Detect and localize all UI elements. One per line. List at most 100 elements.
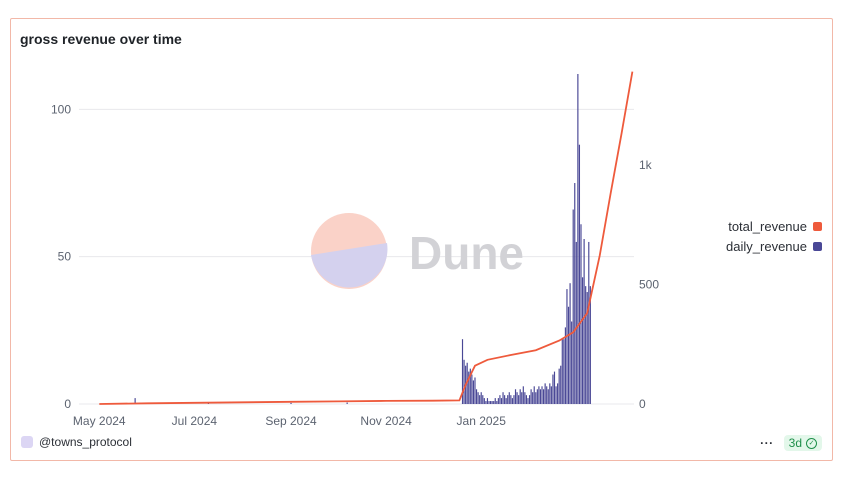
daily-revenue-bar [518, 395, 520, 404]
daily-revenue-bar [571, 321, 573, 404]
daily-revenue-bar [586, 292, 588, 404]
daily-revenue-bar [469, 368, 471, 404]
daily-revenue-bar [528, 395, 531, 404]
x-tick-label: Jul 2024 [172, 414, 218, 428]
daily-revenue-bar [480, 392, 482, 404]
daily-revenue-bar [552, 374, 554, 404]
daily-revenue-bar [539, 389, 542, 404]
legend-item-daily-revenue[interactable]: daily_revenue [726, 236, 822, 256]
daily-revenue-bar [474, 377, 476, 404]
daily-revenue-bar [553, 371, 556, 404]
daily-revenue-bar [580, 224, 582, 404]
check-circle-icon: ✓ [806, 437, 817, 449]
author-handle: @towns_protocol [39, 435, 132, 449]
daily-revenue-bar [502, 392, 504, 404]
daily-revenue-bar [547, 389, 549, 404]
y-left-tick-label: 0 [64, 397, 71, 411]
daily-revenue-bar [577, 74, 579, 404]
daily-revenue-bar [560, 365, 562, 404]
daily-revenue-bar [493, 401, 495, 404]
daily-revenue-bar [588, 241, 590, 404]
daily-revenue-bar [489, 401, 492, 404]
daily-revenue-bar [535, 392, 537, 404]
daily-revenue-bar [561, 339, 563, 404]
daily-revenue-bar [557, 383, 559, 404]
x-tick-label: May 2024 [73, 414, 126, 428]
daily-revenue-bar [530, 389, 532, 404]
daily-revenue-bar [472, 380, 475, 404]
daily-revenue-bar [574, 183, 576, 404]
daily-revenue-bar [575, 241, 577, 404]
daily-revenue-bar [468, 371, 470, 404]
watermark: Dune [311, 213, 524, 289]
daily-revenue-bar [546, 386, 548, 404]
refresh-age: 3d [788, 436, 802, 450]
x-tick-label: Sep 2024 [265, 414, 317, 428]
daily-revenue-bar [589, 286, 591, 404]
daily-revenue-bar [564, 327, 566, 404]
total-revenue-line [99, 71, 634, 405]
daily-revenue-bar [463, 359, 465, 404]
daily-revenue-bar [483, 398, 485, 404]
daily-revenue-bar [567, 306, 570, 404]
legend: total_revenue daily_revenue [726, 216, 822, 256]
daily-revenue-bar [505, 398, 507, 404]
daily-revenue-bar [479, 395, 481, 404]
daily-revenue-bar [519, 389, 521, 404]
daily-revenue-bar [542, 389, 545, 404]
daily-revenue-bar [494, 398, 496, 404]
daily-revenue-bar [477, 392, 479, 404]
daily-revenue-bar [491, 401, 493, 404]
y-right-tick-label: 0 [639, 397, 646, 411]
legend-label-daily-revenue: daily_revenue [726, 238, 807, 254]
legend-swatch-daily-revenue [813, 241, 822, 251]
daily-revenue-bar [532, 392, 534, 404]
daily-revenue-bar [533, 386, 535, 404]
legend-swatch-total-revenue [813, 221, 822, 231]
chart-title: gross revenue over time [20, 31, 182, 47]
chart-svg: Dune May 2024 Jul 2024 Sep 2024 Nov 2024 Jan… [51, 71, 659, 428]
y-left-tick-label: 100 [51, 102, 71, 116]
daily-revenue-bar [485, 401, 487, 404]
daily-revenue-bar [504, 395, 506, 404]
daily-revenue-bar [511, 398, 513, 404]
watermark-text: Dune [409, 227, 524, 279]
x-tick-label: Nov 2024 [360, 414, 412, 428]
chart-card: gross revenue over time Dune May 2024 Jul… [10, 18, 833, 461]
daily-revenue-bar [482, 395, 484, 404]
footer-actions: ··· 3d ✓ [760, 435, 822, 451]
daily-revenue-bar [290, 402, 292, 404]
daily-revenue-bar [558, 368, 560, 404]
legend-label-total-revenue: total_revenue [728, 218, 807, 234]
daily-revenue-bar [522, 386, 524, 404]
author-link[interactable]: @towns_protocol [21, 435, 132, 449]
daily-revenue-bar [566, 289, 568, 404]
daily-revenue-bar [475, 389, 478, 404]
daily-revenue-bar [513, 395, 515, 404]
daily-revenue-bar [461, 339, 464, 404]
axis-ticks: May 2024 Jul 2024 Sep 2024 Nov 2024 Jan 2025… [51, 102, 659, 428]
daily-revenue-bar [488, 401, 490, 404]
daily-revenue-bar [563, 339, 565, 404]
daily-revenue-bar [583, 239, 585, 404]
daily-revenue-bar [346, 402, 348, 404]
daily-revenue-bar [572, 209, 574, 404]
daily-revenue-bar [134, 398, 136, 404]
daily-revenue-bar [544, 383, 546, 404]
daily-revenue-bar [514, 389, 517, 404]
daily-revenue-bar [541, 386, 543, 404]
daily-revenue-bar [549, 383, 551, 404]
daily-revenue-bar [569, 283, 571, 404]
daily-revenue-bar [516, 392, 518, 404]
x-tick-label: Jan 2025 [457, 414, 507, 428]
daily-revenue-bar [500, 398, 503, 404]
daily-revenue-bar [550, 386, 552, 404]
more-options-button[interactable]: ··· [760, 436, 774, 450]
y-right-tick-label: 500 [639, 277, 659, 291]
legend-item-total-revenue[interactable]: total_revenue [726, 216, 822, 236]
daily-revenue-bar [555, 386, 557, 404]
daily-revenue-bar [525, 395, 528, 404]
y-right-tick-label: 1k [639, 158, 653, 172]
refresh-age-badge[interactable]: 3d ✓ [783, 435, 822, 451]
daily-revenue-bar [527, 398, 529, 404]
